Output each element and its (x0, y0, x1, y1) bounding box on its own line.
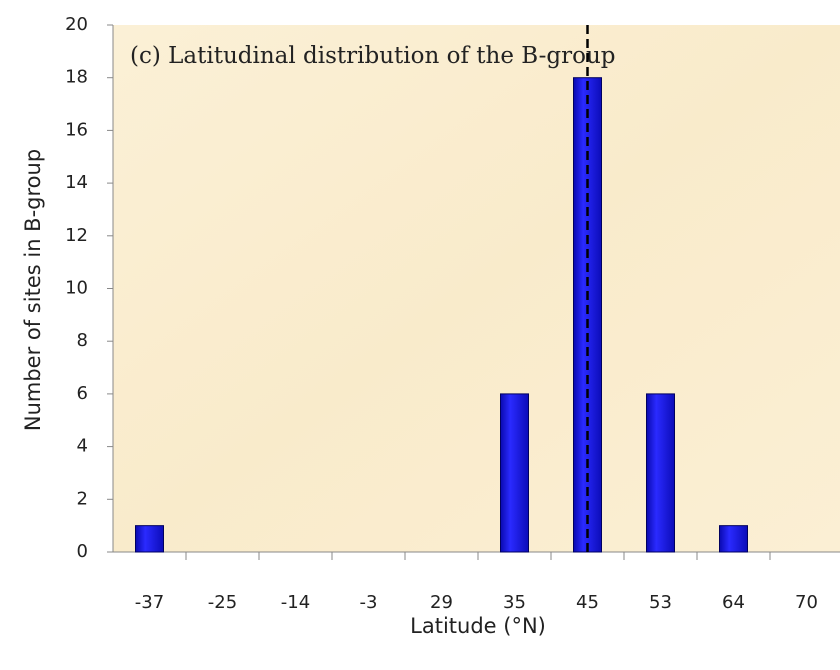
y-tick-label: 12 (65, 225, 88, 246)
x-tick-label: 70 (795, 592, 818, 613)
x-tick-label: -3 (360, 592, 378, 613)
x-tick-label: 29 (430, 592, 453, 613)
x-tick-label: 35 (503, 592, 526, 613)
x-tick-label: 64 (722, 592, 745, 613)
bar (719, 525, 748, 553)
bar (646, 393, 675, 553)
y-tick-label: 2 (77, 488, 88, 509)
y-tick-label: 0 (77, 541, 88, 562)
y-tick-label: 20 (65, 14, 88, 35)
x-tick-label: -14 (281, 592, 310, 613)
y-tick-label: 6 (77, 383, 88, 404)
x-tick-label: 45 (576, 592, 599, 613)
chart-title: (c) Latitudinal distribution of the B-gr… (130, 43, 615, 69)
bar (500, 393, 529, 553)
y-tick-label: 18 (65, 67, 88, 88)
x-tick-label: -37 (135, 592, 164, 613)
y-tick-label: 8 (77, 330, 88, 351)
bar (135, 525, 164, 553)
x-tick-label: 53 (649, 592, 672, 613)
x-tick-label: -25 (208, 592, 237, 613)
y-tick-label: 16 (65, 119, 88, 140)
y-axis-label: Number of sites in B-group (21, 149, 45, 431)
y-tick-label: 10 (65, 278, 88, 299)
x-axis-label: Latitude (°N) (410, 614, 546, 638)
y-tick-label: 4 (77, 436, 88, 457)
y-tick-label: 14 (65, 172, 88, 193)
plot-area (113, 25, 840, 552)
